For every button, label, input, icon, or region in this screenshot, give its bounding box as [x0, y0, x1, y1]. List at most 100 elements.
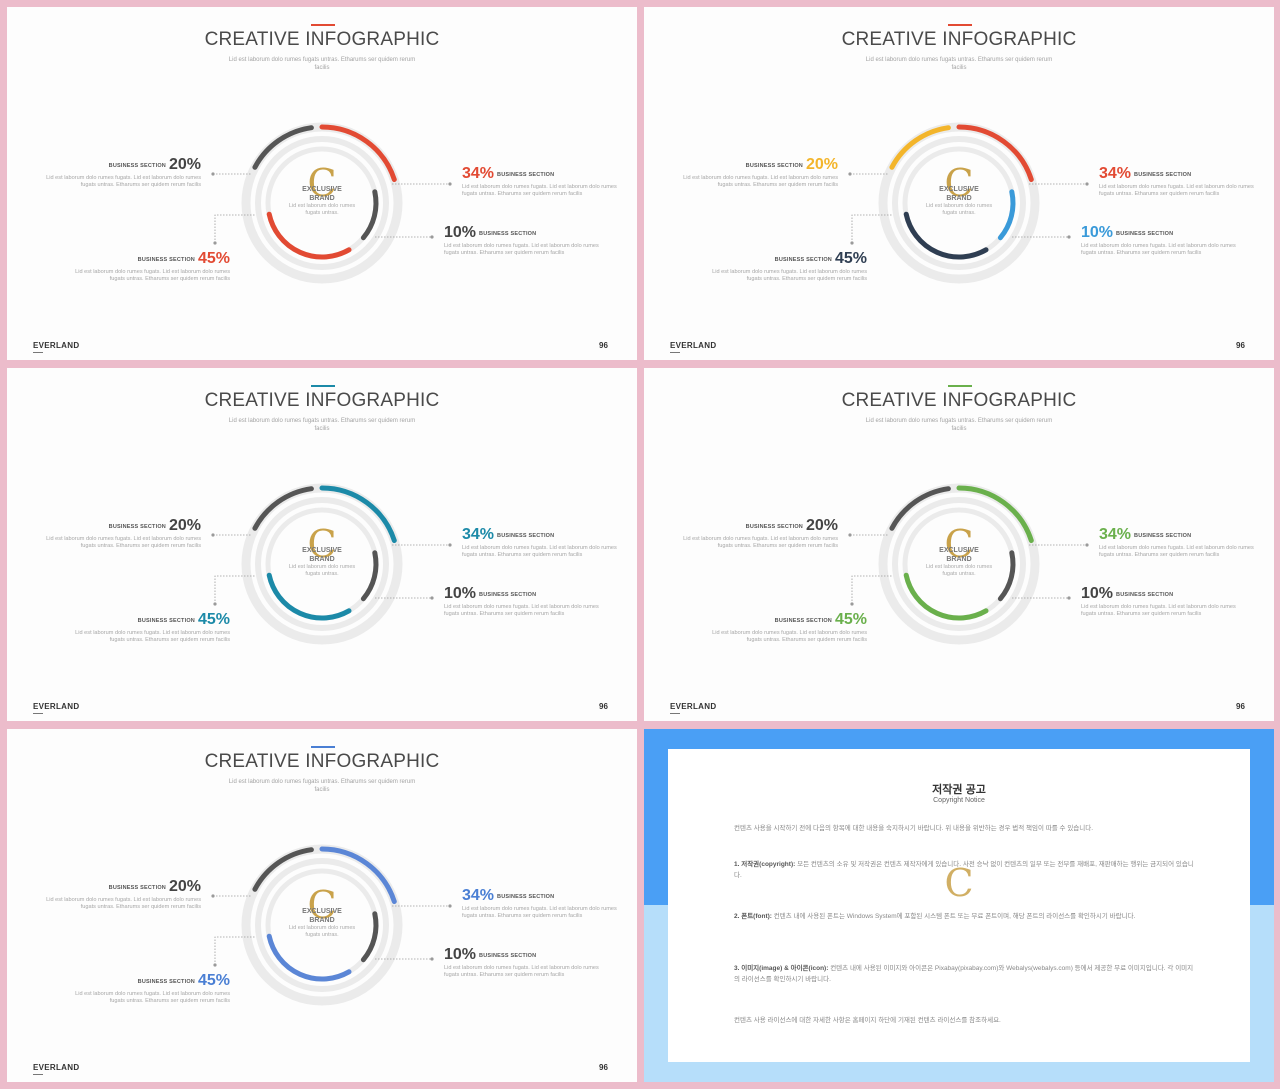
- section-label: BUSINESS SECTION: [497, 894, 555, 900]
- brand-name: EVERLAND: [33, 1063, 80, 1072]
- page-number: 96: [599, 702, 608, 711]
- segment-10-arc: [997, 189, 1016, 241]
- infographic-slide-4[interactable]: CREATIVE INFOGRAPHIC Lid est laborum dol…: [644, 368, 1274, 721]
- section-description: Lid est laborum dolo rumes fugats. Lid e…: [1099, 545, 1254, 558]
- section-description: Lid est laborum dolo rumes fugats. Lid e…: [444, 965, 599, 978]
- brand-logo: C EXCLUSIVE BRAND: [939, 161, 979, 207]
- notice-font-body: 컨텐츠 내에 사용된 폰트는 Windows System에 포함된 시스템 폰…: [773, 913, 1136, 920]
- center-text: Lid est laborum dolo rumes fugats untras…: [288, 925, 356, 938]
- percent-20: 20%: [805, 517, 838, 534]
- percent-10: 10%: [1081, 224, 1114, 241]
- center-text: Lid est laborum dolo rumes fugats untras…: [288, 203, 356, 216]
- copyright-notice-slide[interactable]: 저작권 공고 Copyright Notice 컨텐츠 사용을 시작하기 전에 …: [644, 729, 1274, 1082]
- section-description: Lid est laborum dolo rumes fugats. Lid e…: [712, 630, 867, 643]
- connector-45: [214, 575, 255, 604]
- page-number: 96: [1236, 702, 1245, 711]
- callout-34: 34% BUSINESS SECTION Lid est laborum dolo…: [462, 525, 622, 559]
- logo-text: EXCLUSIVE BRAND: [302, 186, 342, 202]
- section-label: BUSINESS SECTION: [497, 533, 555, 539]
- infographic-slide-3[interactable]: CREATIVE INFOGRAPHIC Lid est laborum dol…: [7, 368, 637, 721]
- percent-10: 10%: [444, 946, 477, 963]
- notice-card: 저작권 공고 Copyright Notice 컨텐츠 사용을 시작하기 전에 …: [668, 749, 1250, 1062]
- callout-10: 10% BUSINESS SECTION Lid est laborum dolo…: [1081, 223, 1241, 257]
- notice-image-body: 컨텐츠 내에 사용된 이미지와 아이콘은 Pixabay(pixabay.com…: [734, 965, 1194, 983]
- percent-10: 10%: [1081, 585, 1114, 602]
- callout-20: BUSINESS SECTION 20% Lid est laborum dolo…: [41, 516, 201, 550]
- notice-image-heading: 3. 이미지(image) & 아이콘(icon):: [734, 965, 829, 972]
- section-description: Lid est laborum dolo rumes fugats. Lid e…: [1081, 243, 1236, 256]
- callout-45: BUSINESS SECTION 45% Lid est laborum dolo…: [707, 610, 867, 644]
- percent-34: 34%: [1099, 165, 1132, 182]
- section-label: BUSINESS SECTION: [745, 163, 803, 169]
- connector-dot-45: [213, 241, 217, 245]
- section-description: Lid est laborum dolo rumes fugats. Lid e…: [462, 906, 617, 919]
- notice-subtitle: Copyright Notice: [933, 797, 985, 804]
- section-description: Lid est laborum dolo rumes fugats. Lid e…: [444, 604, 599, 617]
- slide-title: CREATIVE INFOGRAPHIC: [841, 29, 1077, 50]
- brand-logo: C EXCLUSIVE BRAND: [302, 883, 342, 929]
- section-label: BUSINESS SECTION: [479, 953, 537, 959]
- infographic-slide-5[interactable]: CREATIVE INFOGRAPHIC Lid est laborum dol…: [7, 729, 637, 1082]
- percent-34: 34%: [1099, 526, 1132, 543]
- percent-10: 10%: [444, 585, 477, 602]
- callout-10: 10% BUSINESS SECTION Lid est laborum dolo…: [1081, 584, 1241, 618]
- middle-track: [255, 497, 389, 631]
- connector-dot-20: [848, 172, 852, 176]
- section-label: BUSINESS SECTION: [108, 163, 166, 169]
- title-accent-bar: [311, 24, 335, 26]
- segment-20-arc: [889, 125, 951, 170]
- section-label: BUSINESS SECTION: [1134, 172, 1192, 178]
- brand-name: EVERLAND: [670, 702, 717, 711]
- callout-34: 34% BUSINESS SECTION Lid est laborum dolo…: [462, 164, 622, 198]
- infographic-slide-1[interactable]: CREATIVE INFOGRAPHIC Lid est laborum dol…: [7, 7, 637, 360]
- section-label: BUSINESS SECTION: [1116, 231, 1174, 237]
- section-description: Lid est laborum dolo rumes fugats. Lid e…: [462, 184, 617, 197]
- page-number: 96: [1236, 341, 1245, 350]
- callout-34: 34% BUSINESS SECTION Lid est laborum dolo…: [462, 886, 622, 920]
- percent-20: 20%: [168, 878, 201, 895]
- title-accent-bar: [948, 385, 972, 387]
- percent-45: 45%: [197, 250, 230, 267]
- segment-20-arc: [252, 847, 314, 892]
- percent-20: 20%: [168, 517, 201, 534]
- connector-dot-10: [430, 596, 434, 600]
- section-label: BUSINESS SECTION: [1134, 533, 1192, 539]
- segment-45-arc: [266, 933, 352, 982]
- connector-dot-10: [1067, 596, 1071, 600]
- callout-20: BUSINESS SECTION 20% Lid est laborum dolo…: [678, 155, 838, 189]
- notice-copyright-body: 모든 컨텐츠의 소유 및 저작권은 컨텐츠 제작자에게 있습니다. 사전 승낙 …: [734, 861, 1194, 879]
- logo-letter: C: [944, 522, 974, 566]
- infographic-slide-2[interactable]: CREATIVE INFOGRAPHIC Lid est laborum dol…: [644, 7, 1274, 360]
- section-description: Lid est laborum dolo rumes fugats. Lid e…: [1099, 184, 1254, 197]
- section-label: BUSINESS SECTION: [774, 257, 832, 263]
- slide-title: CREATIVE INFOGRAPHIC: [204, 29, 440, 50]
- callout-45: BUSINESS SECTION 45% Lid est laborum dolo…: [70, 971, 230, 1005]
- logo-text: EXCLUSIVE BRAND: [939, 186, 979, 202]
- slide-subtitle: Lid est laborum dolo rumes fugats untras…: [228, 57, 416, 71]
- section-label: BUSINESS SECTION: [1116, 592, 1174, 598]
- brand-logo: C EXCLUSIVE BRAND: [302, 522, 342, 568]
- percent-20: 20%: [168, 156, 201, 173]
- logo-text: EXCLUSIVE BRAND: [939, 547, 979, 563]
- percent-45: 45%: [197, 611, 230, 628]
- connector-dot-45: [213, 963, 217, 967]
- section-label: BUSINESS SECTION: [479, 231, 537, 237]
- section-description: Lid est laborum dolo rumes fugats. Lid e…: [712, 269, 867, 282]
- page-number: 96: [599, 341, 608, 350]
- connector-45: [851, 575, 892, 604]
- section-description: Lid est laborum dolo rumes fugats. Lid e…: [462, 545, 617, 558]
- percent-34: 34%: [462, 165, 495, 182]
- segment-34-arc: [319, 485, 397, 543]
- logo-letter: C: [307, 161, 337, 205]
- logo-letter: C: [944, 861, 974, 905]
- segment-34-arc: [956, 124, 1034, 182]
- middle-track: [255, 136, 389, 270]
- callout-10: 10% BUSINESS SECTION Lid est laborum dolo…: [444, 223, 604, 257]
- segment-20-arc: [252, 125, 314, 170]
- logo-letter: C: [307, 522, 337, 566]
- notice-intro: 컨텐츠 사용을 시작하기 전에 다음의 항목에 대한 내용을 숙지하시기 바랍니…: [734, 825, 1094, 832]
- center-text: Lid est laborum dolo rumes fugats untras…: [288, 564, 356, 577]
- notice-font-paragraph: 2. 폰트(font): 컨텐츠 내에 사용된 폰트는 Windows Syst…: [734, 911, 1194, 922]
- segment-10-arc: [360, 911, 379, 963]
- logo-letter: C: [307, 883, 337, 927]
